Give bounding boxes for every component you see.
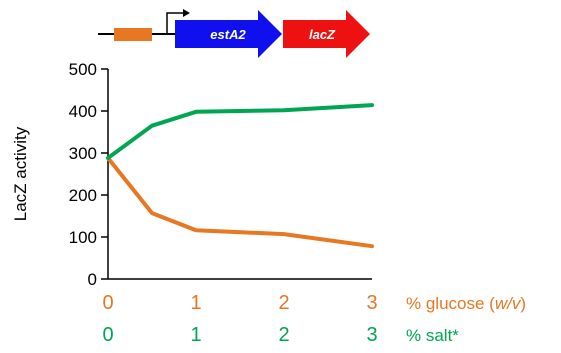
glucose-axis-label: % glucose (w/v) xyxy=(406,294,526,313)
y-tick-label: 400 xyxy=(69,102,97,121)
estA2-gene-arrow xyxy=(175,10,282,58)
estA2-gene-label: estA2 xyxy=(210,27,246,42)
y-tick-label: 300 xyxy=(69,144,97,163)
salt-axis-label: % salt* xyxy=(406,326,459,345)
y-tick-label: 0 xyxy=(88,270,97,289)
y-tick-label: 100 xyxy=(69,228,97,247)
series-layer xyxy=(106,103,374,249)
salt-x-tick-label: 3 xyxy=(366,324,377,346)
y-tick-label: 200 xyxy=(69,186,97,205)
glucose-series-line xyxy=(106,156,374,249)
glucose-x-tick-label: 0 xyxy=(102,292,113,314)
gene-construct-diagram: estA2 lacZ xyxy=(98,9,370,58)
y-axis-ticks: 0 100 200 300 400 500 xyxy=(69,60,108,289)
promoter-region-box xyxy=(114,28,152,41)
salt-x-tick-label: 1 xyxy=(190,324,201,346)
lacZ-gene-arrow xyxy=(283,10,370,58)
glucose-x-tick-label: 1 xyxy=(190,292,201,314)
y-tick-label: 500 xyxy=(69,60,97,79)
plot-area: 0 100 200 300 400 500 LacZ activity 0 1 2 3 0 1 2 3 xyxy=(11,60,378,346)
y-axis-title: LacZ activity xyxy=(11,126,30,221)
salt-series-line xyxy=(106,103,374,160)
glucose-x-tick-label: 2 xyxy=(278,292,289,314)
salt-x-tick-label: 0 xyxy=(102,324,113,346)
salt-x-tick-label: 2 xyxy=(278,324,289,346)
transcription-start-arrowhead-icon xyxy=(183,9,190,17)
lacZ-gene-label: lacZ xyxy=(309,27,336,42)
x-axis-ticks: 0 1 2 3 0 1 2 3 xyxy=(102,292,377,346)
glucose-x-tick-label: 3 xyxy=(366,292,377,314)
transcription-start-arrow-icon xyxy=(166,12,183,34)
